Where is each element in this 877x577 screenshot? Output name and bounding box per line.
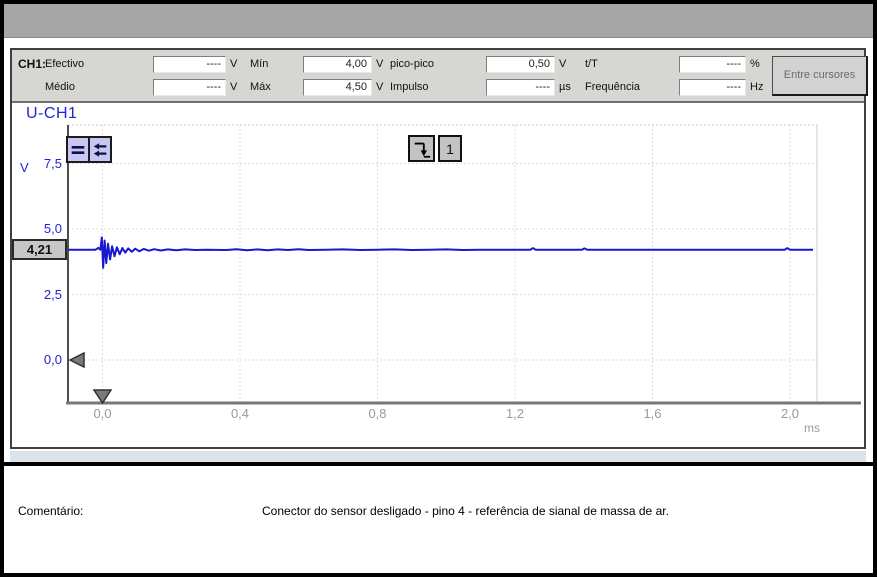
measurement-panel: CH1: Efectivo ---- V Médio ---- V Mín 4,… [12, 50, 868, 103]
y-axis-unit: V [20, 160, 29, 175]
comment-text: Conector do sensor desligado - pino 4 - … [262, 504, 669, 518]
panel-bottom-strip [10, 451, 866, 462]
shift-left-button[interactable] [88, 136, 112, 163]
field-label-medio: Médio [45, 81, 75, 93]
x-tick-label: 1,2 [505, 406, 525, 421]
field-value-min: 4,00 [303, 56, 372, 73]
ground-level-marker[interactable] [68, 351, 85, 369]
field-label-frequencia: Frequência [585, 81, 641, 93]
between-cursors-button[interactable]: Entre cursores [772, 56, 868, 96]
waveform-plot: U-CH1 V 4,21 [12, 103, 864, 445]
field-unit-max: V [376, 81, 384, 93]
x-axis-unit: ms [804, 421, 820, 435]
x-tick-label: 1,6 [643, 406, 662, 421]
field-label-min: Mín [250, 58, 269, 70]
trigger-edge-button[interactable] [408, 135, 435, 162]
y-tick-label: 0,0 [43, 352, 62, 367]
channel-label: CH1: [18, 57, 47, 71]
oscilloscope-panel: CH1: Efectivo ---- V Médio ---- V Mín 4,… [10, 48, 868, 449]
field-label-impulso: Impulso [390, 81, 429, 93]
field-label-picopico: pico-pico [390, 58, 435, 70]
trace-title: U-CH1 [26, 105, 78, 122]
double-left-arrow-icon [93, 142, 107, 157]
field-value-efectivo: ---- [153, 56, 226, 73]
field-unit-min: V [376, 58, 384, 70]
y-tick-label: 7,5 [43, 155, 62, 171]
x-tick-label: 0,0 [93, 406, 112, 421]
title-bar [4, 4, 873, 38]
field-unit-tt: % [750, 58, 760, 70]
field-value-impulso: ---- [486, 79, 555, 96]
trigger-position-marker[interactable] [92, 389, 113, 405]
field-value-picopico: 0,50 [486, 56, 555, 73]
field-value-medio: ---- [153, 79, 226, 96]
channel-level-badge[interactable]: 4,21 [12, 239, 67, 260]
trigger-channel-button[interactable]: 1 [438, 135, 462, 162]
waveform-trace [68, 236, 813, 269]
y-tick-label: 2,5 [43, 286, 62, 302]
section-divider [4, 462, 873, 466]
field-value-frequencia: ---- [679, 79, 746, 96]
field-unit-frequencia: Hz [750, 81, 764, 93]
field-unit-impulso: µs [559, 81, 571, 93]
trigger-controls: 1 [408, 135, 462, 162]
field-unit-picopico: V [559, 58, 567, 70]
field-label-efectivo: Efectivo [45, 58, 85, 70]
comment-section: Comentário: Conector do sensor desligado… [4, 466, 873, 573]
x-tick-label: 0,4 [230, 406, 250, 421]
field-value-tt: ---- [679, 56, 746, 73]
level-lines-button[interactable] [66, 136, 90, 163]
comment-label: Comentário: [18, 504, 84, 518]
plot-svg [66, 124, 861, 405]
field-unit-efectivo: V [230, 58, 238, 70]
y-tick-label: 5,0 [43, 221, 62, 236]
field-label-max: Máx [250, 81, 271, 93]
field-unit-medio: V [230, 81, 238, 93]
field-label-tt: t/T [585, 58, 598, 70]
channel-position-controls [66, 136, 112, 163]
falling-edge-icon [414, 142, 430, 158]
horizontal-lines-icon [71, 145, 85, 154]
x-tick-label: 0,8 [368, 406, 387, 421]
x-tick-label: 2,0 [780, 406, 800, 421]
field-value-max: 4,50 [303, 79, 372, 96]
